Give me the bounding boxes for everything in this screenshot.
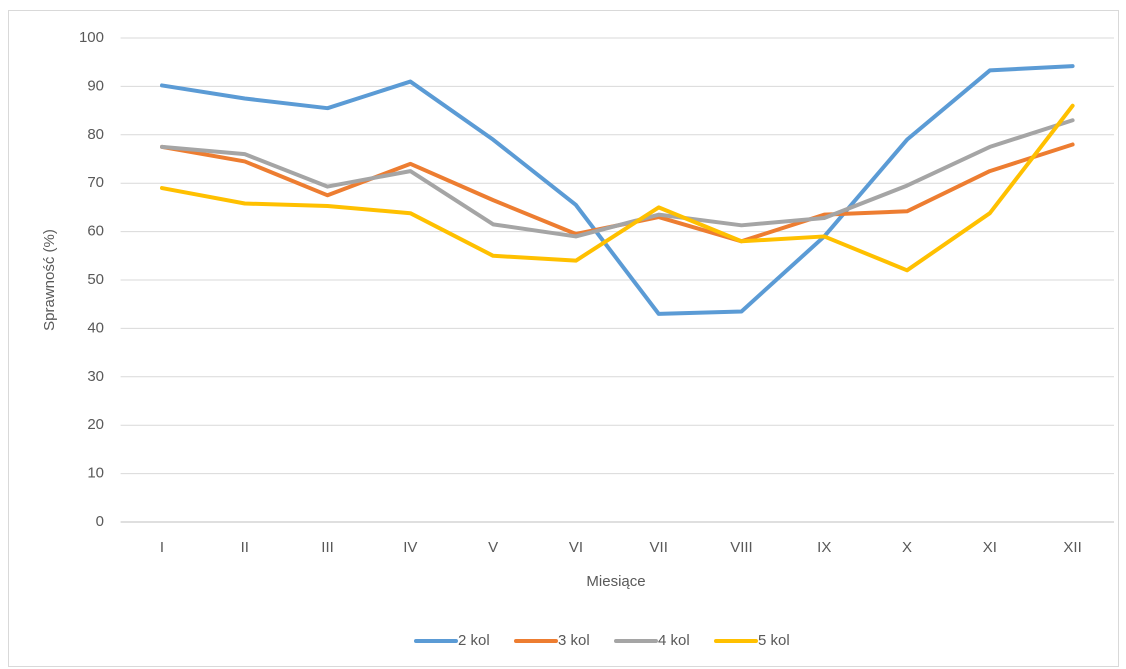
x-axis-label: Miesiące: [586, 573, 645, 590]
x-tick-label: IV: [403, 539, 417, 556]
x-tick-label: II: [241, 539, 249, 556]
y-tick-label: 80: [87, 126, 104, 143]
y-tick-label: 30: [87, 368, 104, 385]
y-tick-label: 20: [87, 416, 104, 433]
x-tick-label: XII: [1063, 539, 1081, 556]
x-tick-label: VIII: [730, 539, 753, 556]
legend-label: 4 kol: [658, 632, 690, 649]
series-line: [159, 118, 1075, 239]
y-tick-label: 100: [79, 29, 104, 46]
x-tick-label: V: [488, 539, 498, 556]
y-tick-label: 50: [87, 271, 104, 288]
legend-label: 3 kol: [558, 632, 590, 649]
y-tick-label: 0: [96, 513, 104, 530]
x-tick-label: III: [321, 539, 334, 556]
series-line: [159, 103, 1075, 273]
series-line: [159, 64, 1075, 316]
chart-frame: [8, 10, 1119, 667]
y-tick-label: 70: [87, 174, 104, 191]
x-tick-label: VI: [569, 539, 583, 556]
y-tick-label: 60: [87, 223, 104, 240]
x-tick-label: I: [160, 539, 164, 556]
y-axis-label: Sprawność (%): [41, 229, 58, 331]
x-tick-label: VII: [650, 539, 668, 556]
x-tick-label: X: [902, 539, 912, 556]
y-tick-label: 10: [87, 465, 104, 482]
y-tick-label: 90: [87, 77, 104, 94]
x-tick-label: IX: [817, 539, 831, 556]
y-tick-label: 40: [87, 319, 104, 336]
x-tick-label: XI: [983, 539, 997, 556]
legend-label: 5 kol: [758, 632, 790, 649]
legend-label: 2 kol: [458, 632, 490, 649]
